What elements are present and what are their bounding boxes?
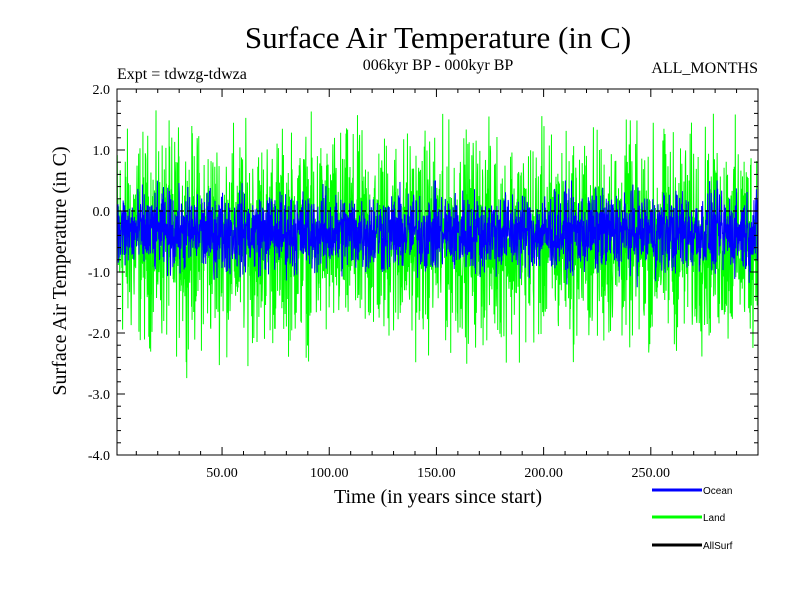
y-tick-label: -1.0 [88,266,110,281]
y-tick-label: -2.0 [88,327,110,342]
y-tick-label: 0.0 [93,205,111,220]
y-axis-label: Surface Air Temperature (in C) [49,146,71,395]
x-axis-label: Time (in years since start) [334,486,542,508]
legend-label-land: Land [703,513,725,524]
axes [116,88,759,456]
legend-label-ocean: Ocean [703,486,732,497]
y-tick-label: -4.0 [88,449,110,464]
legend: Ocean Land AllSurf [652,486,733,552]
months-label: ALL_MONTHS [651,60,758,77]
x-tick-labels: 50.00 100.00 150.00 200.00 250.00 [206,466,670,481]
x-tick-label: 100.00 [310,466,349,481]
y-tick-labels: 2.0 1.0 0.0 -1.0 -2.0 -3.0 -4.0 [88,83,110,464]
chart-title: Surface Air Temperature (in C) [245,20,631,55]
y-tick-label: 2.0 [93,83,111,98]
y-tick-label: 1.0 [93,144,111,159]
x-tick-label: 150.00 [417,466,456,481]
legend-label-allsurf: AllSurf [703,541,733,552]
series-line-ocean [116,180,759,288]
experiment-label: Expt = tdwzg-tdwza [117,66,247,83]
x-tick-label: 250.00 [632,466,671,481]
chart-subtitle: 006kyr BP - 000kyr BP [363,57,514,74]
x-tick-label: 200.00 [524,466,563,481]
y-tick-label: -3.0 [88,388,110,403]
plot-lines [116,110,759,379]
x-tick-label: 50.00 [206,466,238,481]
